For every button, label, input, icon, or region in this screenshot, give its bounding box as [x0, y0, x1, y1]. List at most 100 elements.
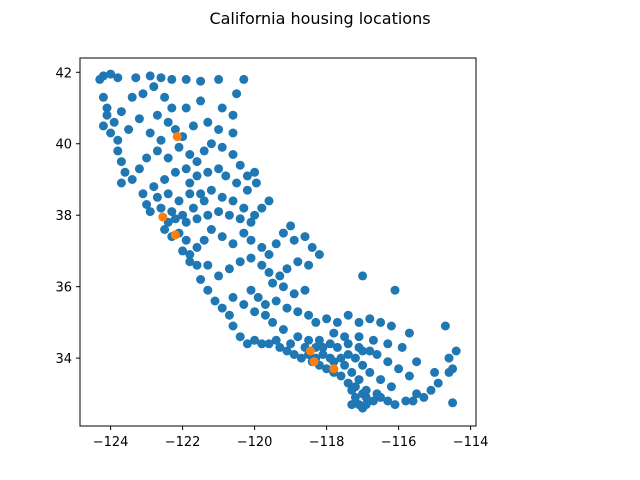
scatter-point: [257, 339, 267, 349]
scatter-point: [127, 92, 137, 102]
scatter-point: [376, 317, 386, 327]
scatter-point: [250, 335, 260, 345]
scatter-point: [199, 196, 209, 206]
scatter-point: [102, 103, 112, 113]
scatter-point: [167, 207, 177, 217]
scatter-point: [152, 146, 162, 156]
scatter-point: [214, 271, 224, 281]
scatter-point: [376, 375, 386, 385]
scatter-point: [113, 73, 123, 83]
scatter-point: [156, 135, 166, 145]
scatter-point: [289, 289, 299, 299]
scatter-point: [408, 396, 418, 406]
scatter-point: [430, 367, 440, 377]
scatter-point: [251, 178, 261, 188]
scatter-point: [271, 335, 281, 345]
scatter-point: [192, 157, 202, 167]
scatter-point: [242, 339, 252, 349]
scatter-point: [289, 235, 299, 245]
scatter-point: [257, 242, 267, 252]
scatter-point: [329, 357, 339, 367]
scatter-point: [311, 317, 321, 327]
scatter-point: [383, 339, 393, 349]
scatter-point: [224, 210, 234, 220]
scatter-point: [282, 346, 292, 356]
scatter-point: [145, 71, 155, 81]
scatter-point: [239, 203, 249, 213]
scatter-point: [361, 392, 371, 402]
scatter-point: [192, 242, 202, 252]
scatter-point: [412, 389, 422, 399]
scatter-point: [196, 275, 206, 284]
scatter-point: [185, 250, 195, 259]
scatter-point: [235, 257, 245, 267]
scatter-point: [368, 396, 378, 406]
scatter-point: [419, 392, 429, 402]
scatter-point: [239, 74, 249, 84]
scatter-point: [242, 171, 252, 181]
scatter-point: [300, 232, 310, 242]
scatter-point: [217, 192, 227, 202]
scatter-point: [138, 189, 148, 199]
scatter-point: [170, 214, 180, 224]
scatter-point: [160, 92, 170, 102]
scatter-point: [127, 175, 137, 184]
scatter-point: [134, 114, 144, 124]
y-tick-label: 34: [55, 352, 72, 367]
scatter-point: [142, 153, 152, 163]
scatter-point: [210, 296, 220, 306]
scatter-point: [286, 339, 296, 349]
scatter-point: [113, 146, 123, 156]
scatter-point: [343, 350, 353, 359]
scatter-point: [300, 285, 310, 295]
scatter-point: [383, 357, 393, 367]
scatter-point: [145, 128, 155, 138]
x-tick-label: −116: [381, 435, 417, 450]
scatter-point: [203, 167, 213, 177]
scatter-point: [318, 350, 328, 359]
scatter-point: [228, 196, 238, 206]
scatter-point: [365, 314, 375, 324]
scatter-point: [149, 182, 159, 192]
scatter-point: [350, 382, 360, 392]
scatter-point: [217, 103, 227, 113]
scatter-point: [214, 125, 224, 134]
scatter-point: [260, 310, 270, 320]
scatter-point: [167, 74, 177, 84]
scatter-point: [224, 264, 234, 274]
scatter-point: [163, 117, 173, 127]
scatter-point: [239, 228, 249, 238]
scatter-point: [120, 167, 130, 177]
scatter-point: [235, 160, 245, 170]
scatter-point: [170, 167, 180, 177]
scatter-point: [181, 74, 191, 84]
scatter-point: [203, 117, 213, 127]
scatter-point: [322, 364, 332, 374]
scatter-point: [239, 300, 249, 309]
scatter-point: [397, 342, 407, 352]
scatter-point: [282, 264, 292, 274]
x-tick-label: −122: [165, 435, 201, 450]
scatter-point: [394, 364, 404, 374]
scatter-point: [181, 103, 191, 113]
scatter-point: [181, 217, 191, 227]
scatter-point: [268, 317, 278, 327]
scatter-point: [332, 342, 342, 352]
scatter-point: [181, 164, 191, 174]
scatter-point: [145, 207, 155, 217]
scatter-point: [304, 335, 314, 345]
scatter-point: [314, 250, 324, 259]
scatter-point: [228, 110, 238, 120]
scatter-point: [185, 150, 195, 159]
scatter-point: [329, 364, 339, 374]
scatter-point: [138, 89, 148, 99]
scatter-point: [278, 228, 288, 238]
scatter-point: [304, 310, 314, 320]
scatter-point: [318, 342, 328, 352]
scatter-point: [152, 110, 162, 120]
scatter-point: [188, 121, 198, 131]
scatter-point: [365, 346, 375, 356]
scatter-point: [448, 398, 458, 408]
scatter-point: [451, 346, 461, 356]
scatter-point: [160, 225, 170, 234]
